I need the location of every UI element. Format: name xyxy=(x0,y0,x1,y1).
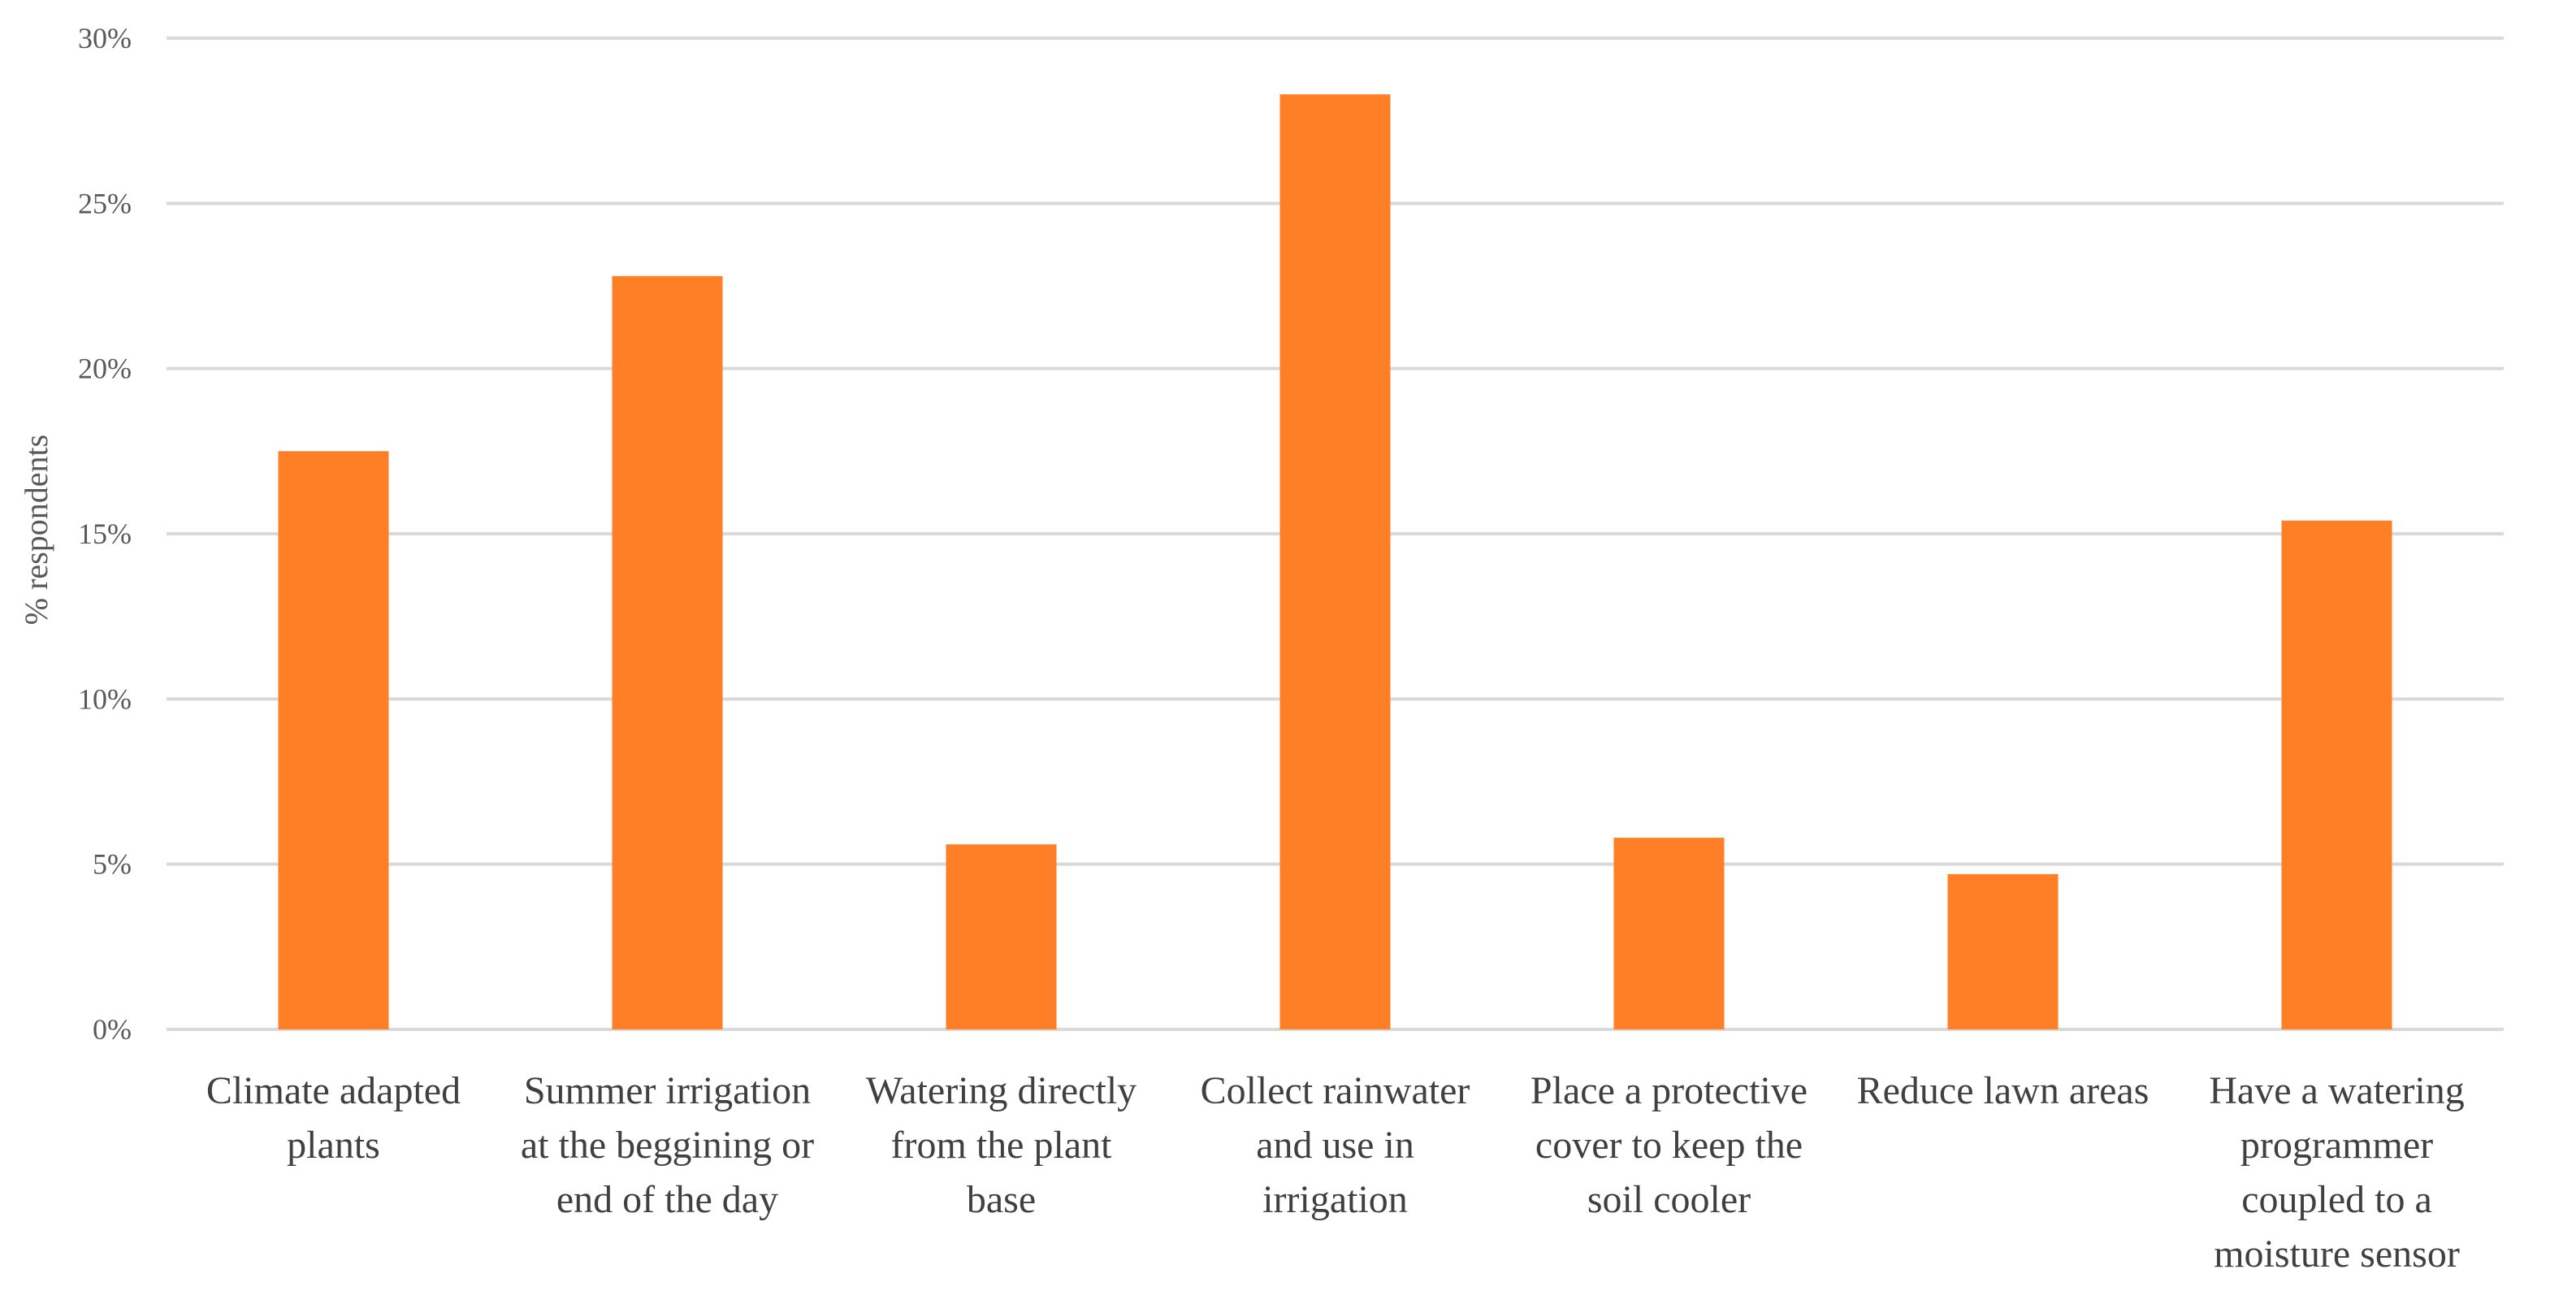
x-tick-label-line: at the beggining or xyxy=(521,1124,814,1167)
x-tick-label-line: Place a protective xyxy=(1530,1069,1808,1112)
x-tick-label: Collect rainwater and use in irrigation xyxy=(1201,1069,1470,1221)
x-tick-label-line: end of the day xyxy=(556,1178,778,1221)
x-tick-label: Reduce lawn areas xyxy=(1857,1069,2150,1112)
bar xyxy=(1613,838,1725,1029)
bars xyxy=(278,94,2392,1030)
y-axis-ticks: 0% 5% 10% 15% 20% 25% 30% xyxy=(78,22,132,1046)
x-tick-label-line: programmer xyxy=(2240,1124,2433,1167)
x-tick-label-line: coupled to a xyxy=(2241,1178,2432,1221)
y-axis-label: % respondents xyxy=(18,435,54,625)
x-tick-label-line: irrigation xyxy=(1262,1178,1408,1221)
bar xyxy=(278,451,389,1029)
x-tick-label-line: Summer irrigation xyxy=(524,1069,811,1112)
x-axis-ticks: Climate adapted plants Summer irrigation at… xyxy=(206,1069,2465,1276)
x-tick-label-line: Collect rainwater xyxy=(1201,1069,1470,1112)
x-tick-label-line: from the plant xyxy=(891,1124,1113,1167)
x-tick-label-line: Reduce lawn areas xyxy=(1857,1069,2150,1112)
x-tick-label: Watering directly from the plant base xyxy=(866,1069,1136,1221)
x-tick-label-line: plants xyxy=(287,1124,380,1167)
x-tick-label-line: Climate adapted xyxy=(206,1069,461,1112)
bar xyxy=(2281,520,2392,1029)
y-tick-label: 0% xyxy=(93,1013,132,1046)
x-tick-label-line: cover to keep the xyxy=(1535,1124,1803,1167)
y-tick-label: 20% xyxy=(78,353,132,385)
y-tick-label: 5% xyxy=(93,848,132,881)
x-tick-label-line: Watering directly xyxy=(866,1069,1136,1112)
bar xyxy=(946,844,1057,1029)
x-tick-label-line: moisture sensor xyxy=(2214,1233,2460,1276)
y-tick-label: 30% xyxy=(78,22,132,54)
y-tick-label: 10% xyxy=(78,682,132,715)
bar xyxy=(1947,873,2059,1029)
x-tick-label-line: base xyxy=(967,1178,1036,1221)
x-tick-label: Climate adapted plants xyxy=(206,1069,461,1167)
y-tick-label: 25% xyxy=(78,187,132,219)
x-tick-label-line: Have a watering xyxy=(2209,1069,2465,1112)
x-tick-label-line: and use in xyxy=(1256,1124,1414,1167)
y-tick-label: 15% xyxy=(78,518,132,550)
bar xyxy=(612,275,723,1029)
x-tick-label: Place a protective cover to keep the soil … xyxy=(1530,1069,1808,1221)
bar xyxy=(1279,94,1391,1030)
x-tick-label-line: soil cooler xyxy=(1587,1178,1751,1221)
x-tick-label: Summer irrigation at the beggining or end … xyxy=(521,1069,814,1221)
x-tick-label: Have a watering programmer coupled to a moi… xyxy=(2209,1069,2465,1276)
